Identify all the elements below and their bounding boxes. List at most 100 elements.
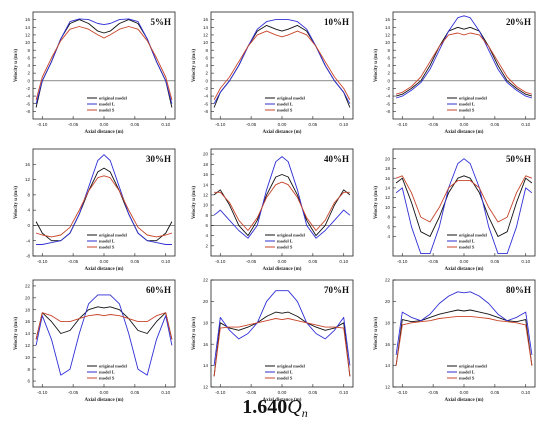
legend-label: original model <box>459 364 488 369</box>
x-axis-label: Axial distance (m) <box>445 267 484 272</box>
y-tick-label: 14 <box>25 25 31 30</box>
y-tick-label: 18 <box>203 162 209 167</box>
panel-label: 40%H <box>324 154 349 164</box>
legend-label: model L <box>459 370 475 375</box>
y-tick-label: 16 <box>385 342 391 347</box>
series-line-model-s <box>35 26 173 101</box>
y-tick-label: -2 <box>386 86 390 91</box>
plot-frame <box>32 148 176 257</box>
y-tick-label: 4 <box>387 63 390 68</box>
y-tick-label: 6 <box>205 223 208 228</box>
legend-label: original model <box>277 96 306 101</box>
y-tick-label: 22 <box>385 278 391 283</box>
plot-frame <box>210 279 354 388</box>
y-axis-label: Velocity u (m/s) <box>14 317 19 350</box>
y-tick-label: 6 <box>387 55 390 60</box>
x-tick-label: 0.00 <box>460 390 469 395</box>
y-tick-label: -4 <box>386 94 390 99</box>
legend-label: model L <box>459 239 475 244</box>
x-tick-label: -0.10 <box>37 122 48 127</box>
x-tick-label: -0.05 <box>428 259 439 264</box>
plot-frame <box>210 11 354 120</box>
chart-panel-5pcth: -8 -6 -4 -2 0 2 4 6 8 10 12 14 16 -0.10 -0.05 0.00 0.05 0… <box>14 11 176 135</box>
chart-panel-10pcth: -8 -6 -4 -2 0 2 4 6 8 10 12 14 16 -0.10 -0.05 0.00 0.05 0… <box>192 11 354 135</box>
series-line-model-l <box>395 15 533 99</box>
x-tick-label: -0.10 <box>215 259 226 264</box>
x-tick-label: 0.05 <box>130 259 139 264</box>
legend-label: model L <box>277 239 293 244</box>
y-tick-label: 6 <box>387 224 390 229</box>
y-tick-label: 14 <box>203 182 209 187</box>
series-line-model-l <box>36 154 172 245</box>
caption-value: 1.640 <box>242 396 288 418</box>
chart-panel-30pcth: -8 -4 0 4 8 12 16 -0.10 -0.05 0.00 0.05 0.10 Axial d… <box>14 148 176 272</box>
chart-panel-80pcth: 12 14 16 18 20 22 -0.10 -0.05 0.00 0.05 0.10 Axial … <box>374 278 536 403</box>
legend-label: model L <box>277 102 293 107</box>
y-tick-label: 12 <box>385 33 391 38</box>
x-tick-label: -0.05 <box>246 259 257 264</box>
x-tick-label: -0.10 <box>37 390 48 395</box>
y-tick-label: -8 <box>26 109 30 114</box>
panel-label: 50%H <box>506 154 531 164</box>
series-line-model-s <box>214 181 350 231</box>
y-tick-label: 16 <box>203 342 209 347</box>
x-tick-label: -0.10 <box>397 390 408 395</box>
x-tick-label: -0.10 <box>397 259 408 264</box>
legend-label: original model <box>459 233 488 238</box>
y-tick-label: 20 <box>385 156 391 161</box>
chart-panel-50pcth: 4 6 8 10 12 14 16 18 20 -0.10 -0.05 0.00 0.05 0.10 Axi… <box>374 148 536 272</box>
y-tick-label: 12 <box>25 33 31 38</box>
y-tick-label: -6 <box>26 101 30 106</box>
y-axis-label: Velocity u (m/s) <box>192 186 197 219</box>
legend-label: original model <box>277 233 306 238</box>
y-axis-label: Velocity u (m/s) <box>374 49 379 82</box>
y-tick-label: 18 <box>203 320 209 325</box>
legend-label: model S <box>277 376 293 381</box>
panel-label: 20%H <box>506 17 531 27</box>
y-tick-label: 14 <box>385 186 391 191</box>
x-tick-label: 0.00 <box>460 259 469 264</box>
y-tick-label: 12 <box>25 343 31 348</box>
y-tick-label: 6 <box>27 379 30 384</box>
y-tick-label: -6 <box>386 101 390 106</box>
y-tick-label: 22 <box>25 284 31 289</box>
caption-symbol: Q <box>287 396 302 418</box>
y-tick-label: 12 <box>385 195 391 200</box>
x-tick-label: 0.05 <box>308 390 317 395</box>
series-line-original-model <box>213 311 351 377</box>
y-tick-label: 8 <box>387 215 390 220</box>
x-tick-label: 0.00 <box>100 390 109 395</box>
x-tick-label: -0.05 <box>428 390 439 395</box>
y-tick-label: -4 <box>26 238 30 243</box>
y-tick-label: 4 <box>27 208 30 213</box>
series-line-model-l <box>213 19 351 104</box>
series-line-model-s <box>213 318 351 377</box>
y-tick-label: 18 <box>25 307 31 312</box>
x-tick-label: 0.00 <box>460 122 469 127</box>
panel-label: 60%H <box>146 285 171 295</box>
y-tick-label: 0 <box>27 223 30 228</box>
legend-label: model S <box>459 376 475 381</box>
y-tick-label: 10 <box>25 355 31 360</box>
x-tick-label: 0.05 <box>130 122 139 127</box>
y-tick-label: 0 <box>27 78 30 83</box>
x-tick-label: 0.00 <box>278 259 287 264</box>
legend-label: model S <box>277 245 293 250</box>
legend-label: original model <box>99 364 128 369</box>
x-tick-label: -0.05 <box>246 390 257 395</box>
series-line-model-l <box>213 156 351 239</box>
plot-frame <box>392 148 536 257</box>
y-axis-label: Velocity u (m/s) <box>192 317 197 350</box>
caption-subscript: n <box>301 406 308 420</box>
x-tick-label: -0.05 <box>428 122 439 127</box>
y-tick-label: 8 <box>27 367 30 372</box>
y-tick-label: 2 <box>205 71 208 76</box>
x-axis-label: Axial distance (m) <box>445 398 484 403</box>
x-tick-label: 0.05 <box>490 122 499 127</box>
y-tick-label: 12 <box>25 177 31 182</box>
series-line-model-s <box>213 30 351 101</box>
legend-label: original model <box>99 233 128 238</box>
y-tick-label: 10 <box>385 205 391 210</box>
y-tick-label: -8 <box>386 109 390 114</box>
